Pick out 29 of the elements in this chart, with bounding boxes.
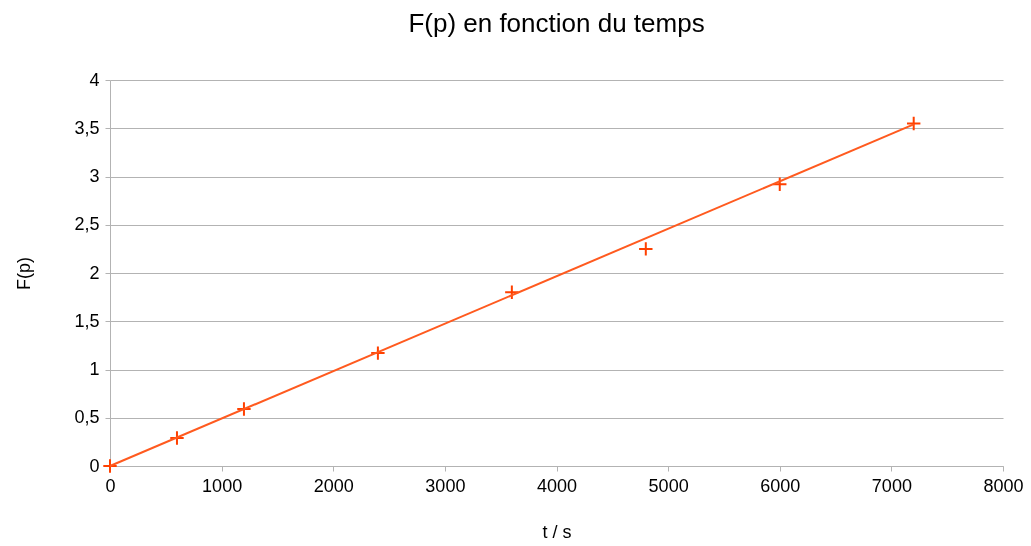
x-tick-label: 2000 — [313, 475, 354, 496]
x-tick-label: 5000 — [648, 475, 689, 496]
y-tick-label: 1,5 — [74, 310, 100, 331]
y-tick-label: 0,5 — [74, 407, 100, 428]
y-tick-label: 3 — [89, 166, 100, 186]
y-axis-title: F(p) — [14, 257, 35, 290]
y-tick-label: 2,5 — [74, 214, 100, 235]
x-tick-label: 7000 — [871, 475, 912, 496]
x-tick-label: 3000 — [425, 475, 466, 496]
y-tick-label: 1 — [89, 359, 100, 379]
y-tick-label: 3,5 — [74, 117, 100, 138]
x-axis-title: t / s — [542, 521, 572, 542]
x-tick-label: 1000 — [202, 475, 243, 496]
point — [236, 401, 252, 417]
point — [102, 458, 118, 474]
y-tick-label: 2 — [89, 262, 100, 283]
point — [772, 176, 788, 192]
point — [504, 284, 520, 301]
y-tick-label: 4 — [89, 69, 100, 90]
chart-title: F(p) en fonction du temps — [408, 8, 705, 38]
x-tick-label: 0 — [105, 475, 116, 496]
point — [169, 430, 185, 446]
x-tick-label: 4000 — [536, 475, 578, 496]
point — [905, 115, 922, 132]
x-tick-label: 8000 — [983, 475, 1024, 496]
x-tick-label: 6000 — [760, 475, 801, 496]
point — [638, 241, 654, 257]
y-tick-label: 0 — [89, 455, 100, 476]
point — [370, 345, 386, 361]
